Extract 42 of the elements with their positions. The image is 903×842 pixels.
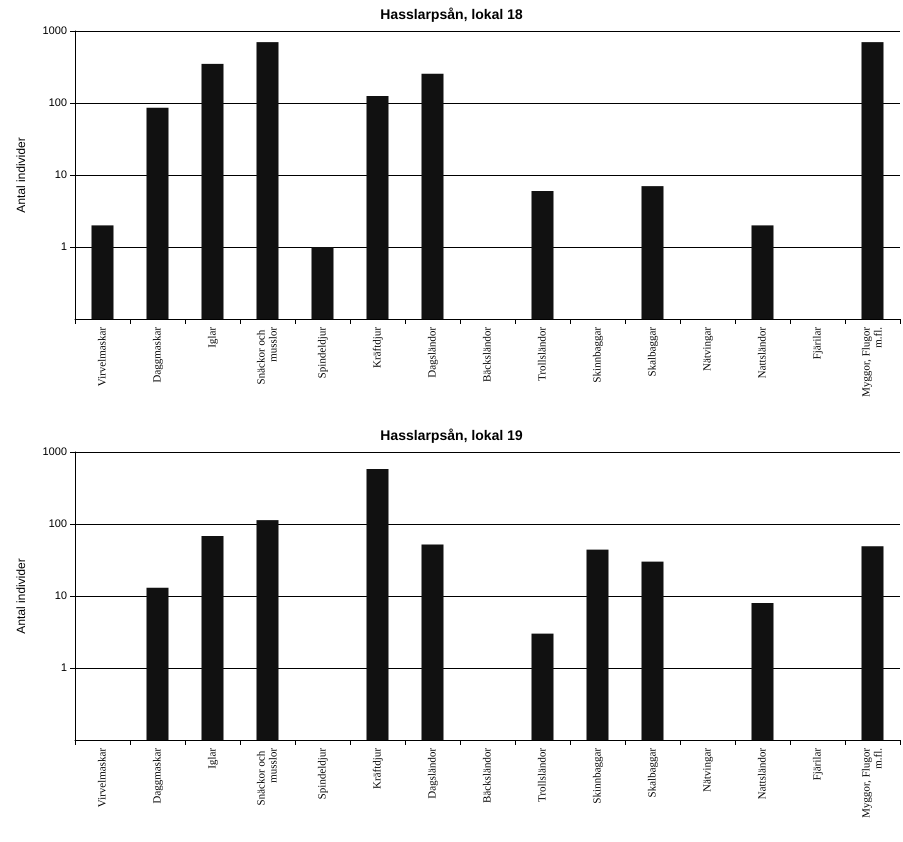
x-tick-label: Nattsländor: [756, 748, 768, 800]
x-tick-label: Dagsländor: [426, 748, 438, 799]
x-tick-label: Snäckor och musslor: [256, 326, 280, 384]
x-tick-label: Skinnbaggar: [592, 326, 604, 383]
y-tick-label: 10: [54, 590, 67, 602]
x-tick-label: Dagsländor: [426, 326, 438, 378]
x-tick-label: Trollsländor: [536, 748, 548, 802]
y-tick-label: 1000: [42, 25, 67, 37]
x-tick-label: Skinnbaggar: [592, 748, 604, 804]
x-tick-label: Iglar: [206, 748, 218, 769]
x-tick-label: Kräftdjur: [372, 748, 384, 789]
x-tick-label: Fjärilar: [812, 326, 824, 360]
x-tick-label: Virvelmaskar: [96, 748, 108, 808]
chart-title: Hasslarpsån, lokal 19: [380, 427, 523, 443]
x-tick-label: Bäcksländor: [482, 326, 494, 382]
chart-title: Hasslarpsån, lokal 18: [380, 6, 523, 22]
x-tick-label: Skalbaggar: [646, 748, 658, 798]
x-tick-label: Fjärilar: [812, 748, 824, 780]
y-tick-label: 1000: [42, 446, 67, 458]
x-tick-label: Nätvingar: [702, 748, 714, 792]
x-tick-label: Myggor, Flugor m.fl.: [860, 748, 884, 818]
x-tick-label: Daggmaskar: [152, 748, 164, 804]
x-tick-label: Snäckor och musslor: [256, 748, 280, 806]
x-tick-label: Daggmaskar: [152, 326, 164, 383]
x-tick-label: Skalbaggar: [646, 326, 658, 376]
x-tick-label: Bäcksländor: [482, 748, 494, 803]
y-tick-label: 10: [54, 169, 67, 181]
x-tick-label: Nätvingar: [702, 326, 714, 371]
y-axis-title: Antal individer: [14, 137, 28, 213]
x-tick-label: Myggor, Flugor m.fl.: [860, 326, 884, 397]
y-tick-label: 1: [60, 241, 67, 253]
y-tick-label: 100: [48, 518, 67, 530]
x-tick-label: Kräftdjur: [372, 326, 384, 368]
x-tick-label: Iglar: [206, 326, 218, 348]
x-tick-label: Nattsländor: [756, 326, 768, 378]
y-tick-label: 1: [60, 662, 67, 674]
x-tick-label: Spindeldjur: [316, 326, 328, 378]
x-tick-label: Virvelmaskar: [96, 326, 108, 386]
x-tick-label: Spindeldjur: [316, 748, 328, 800]
y-axis-title: Antal individer: [14, 558, 28, 634]
x-tick-label: Trollsländor: [536, 326, 548, 381]
y-tick-label: 100: [48, 97, 67, 109]
